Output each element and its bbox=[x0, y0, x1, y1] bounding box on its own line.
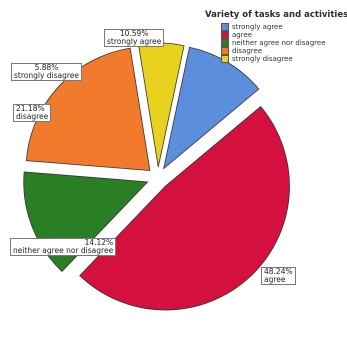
legend-swatch bbox=[221, 47, 229, 55]
data-label-category: strongly agree bbox=[107, 37, 162, 46]
legend-label: agree bbox=[232, 31, 253, 39]
data-label-category: disagree bbox=[16, 112, 49, 121]
data-label-neither: 14.12% neither agree nor disagree bbox=[10, 238, 117, 256]
data-label-value: 5.88% bbox=[34, 63, 59, 72]
data-label-category: neither agree nor disagree bbox=[13, 246, 114, 255]
legend-title: Variety of tasks and activities bbox=[205, 10, 347, 20]
legend-label: strongly disagree bbox=[232, 55, 293, 63]
legend-swatch bbox=[221, 39, 229, 47]
data-label-category: strongly disagree bbox=[14, 71, 80, 80]
legend-label: strongly agree bbox=[232, 23, 283, 31]
pie-slice-agree bbox=[79, 105, 290, 311]
legend-item-neither: neither agree nor disagree bbox=[205, 39, 345, 47]
pie-slice-disagree bbox=[25, 47, 151, 171]
legend-label: neither agree nor disagree bbox=[232, 39, 326, 47]
legend-item-agree: agree bbox=[205, 31, 345, 39]
data-label-value: 10.59% bbox=[119, 29, 149, 38]
data-label-value: 14.12% bbox=[84, 238, 114, 247]
legend-swatch bbox=[221, 31, 229, 39]
legend-item-strongly-disagree: strongly disagree bbox=[205, 55, 345, 63]
data-label-disagree: 21.18% disagree bbox=[13, 104, 52, 122]
data-label-value: 48.24% bbox=[264, 267, 293, 276]
legend-swatch bbox=[221, 23, 229, 31]
data-label-agree: 48.24% agree bbox=[261, 267, 296, 285]
data-label-strongly-agree: 10.59% strongly agree bbox=[104, 29, 165, 47]
data-label-strongly-disagree: 5.88% strongly disagree bbox=[11, 63, 83, 81]
data-label-category: agree bbox=[264, 275, 286, 284]
legend-item-disagree: disagree bbox=[205, 47, 345, 55]
legend-item-strongly-agree: strongly agree bbox=[205, 23, 345, 31]
legend: Variety of tasks and activities strongly… bbox=[205, 10, 347, 63]
legend-swatch bbox=[221, 55, 229, 63]
legend-label: disagree bbox=[232, 47, 263, 55]
data-label-value: 21.18% bbox=[16, 104, 45, 113]
